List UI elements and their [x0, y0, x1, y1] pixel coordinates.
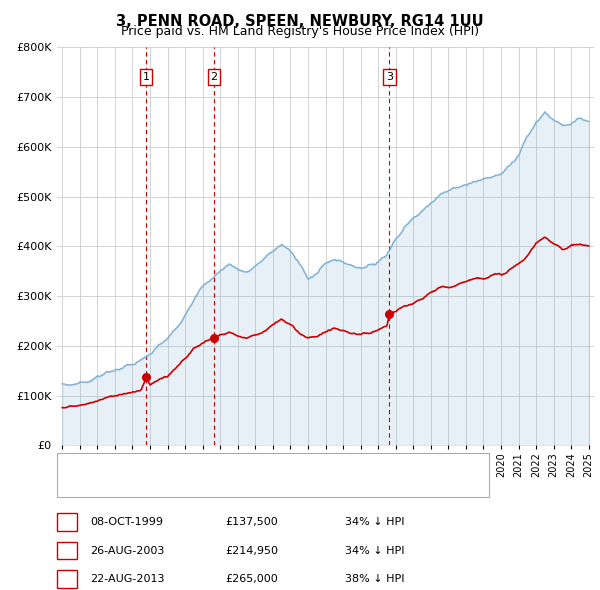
Text: £265,000: £265,000 [225, 574, 278, 584]
Text: 2: 2 [64, 546, 70, 556]
Text: 22-AUG-2013: 22-AUG-2013 [90, 574, 164, 584]
Text: 1: 1 [64, 517, 70, 527]
Text: 34% ↓ HPI: 34% ↓ HPI [345, 546, 404, 556]
Text: 3, PENN ROAD, SPEEN, NEWBURY, RG14 1UU (detached house): 3, PENN ROAD, SPEEN, NEWBURY, RG14 1UU (… [107, 460, 453, 470]
Text: £137,500: £137,500 [225, 517, 278, 527]
Text: 3: 3 [386, 72, 393, 82]
Text: 1: 1 [143, 72, 149, 82]
Text: £214,950: £214,950 [225, 546, 278, 556]
Text: 2: 2 [211, 72, 218, 82]
Text: Price paid vs. HM Land Registry's House Price Index (HPI): Price paid vs. HM Land Registry's House … [121, 25, 479, 38]
Text: 3: 3 [64, 574, 70, 584]
Text: 38% ↓ HPI: 38% ↓ HPI [345, 574, 404, 584]
Text: 08-OCT-1999: 08-OCT-1999 [90, 517, 163, 527]
Text: 3, PENN ROAD, SPEEN, NEWBURY, RG14 1UU: 3, PENN ROAD, SPEEN, NEWBURY, RG14 1UU [116, 14, 484, 28]
Text: 34% ↓ HPI: 34% ↓ HPI [345, 517, 404, 527]
Text: HPI: Average price, detached house, West Berkshire: HPI: Average price, detached house, West… [107, 480, 391, 490]
Text: 26-AUG-2003: 26-AUG-2003 [90, 546, 164, 556]
